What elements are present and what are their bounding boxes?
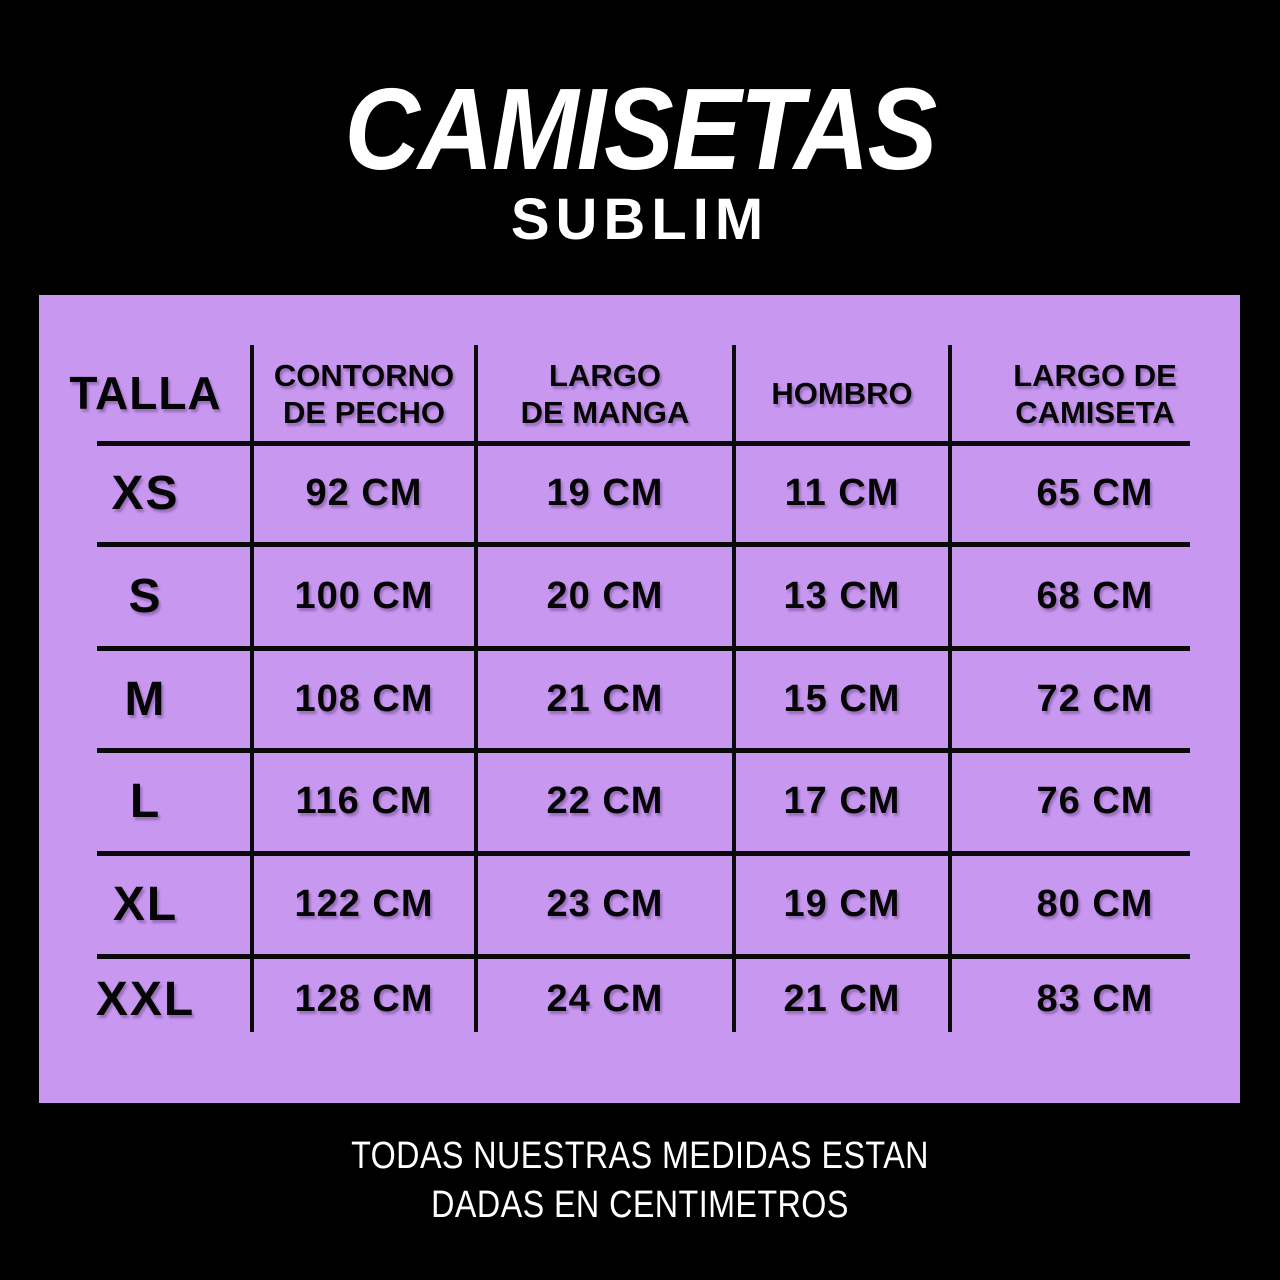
measurement-value: 22 CM [546,780,664,822]
measurement-value: 24 CM [546,977,664,1020]
product-subtitle: SUBLIM [510,187,770,252]
size-label: XS [111,467,180,520]
column-header-largo-de-manga: LARGO DE MANGA [476,295,734,443]
table-horizontal-line [97,542,1190,547]
size-table: TALLA CONTORNO DE PECHO LARGO DE MANGA H… [39,295,1240,1042]
table-vertical-line [948,345,952,1032]
measurement-value: 68 CM [1036,574,1154,617]
measurement-value: 80 CM [1036,883,1154,925]
table-horizontal-line [97,441,1190,446]
size-label: M [124,672,167,726]
note-line-2: DADAS EN CENTIMETROS [431,1183,849,1226]
column-header-contorno-de-pecho: CONTORNO DE PECHO [252,295,476,443]
table-horizontal-line [97,646,1190,651]
table-vertical-line [732,345,736,1032]
product-title: CAMISETAS [344,64,938,194]
column-header-largo-de-camiseta: LARGO DE CAMISETA [950,295,1240,443]
header-line: DE MANGA [520,395,690,430]
size-label: L [129,775,162,828]
measurement-value: 21 CM [783,977,901,1020]
measurement-value: 15 CM [783,677,901,720]
column-header-hombro: HOMBRO [734,295,950,443]
measurement-value: 122 CM [294,883,434,925]
measurement-value: 72 CM [1036,677,1154,720]
measurement-value: 116 CM [295,780,433,822]
note-line-1: TODAS NUESTRAS MEDIDAS ESTAN [351,1135,929,1177]
measurement-value: 76 CM [1036,780,1154,822]
measurement-value: 128 CM [294,977,434,1020]
measurement-value: 65 CM [1036,472,1154,514]
measurement-value: 108 CM [294,677,434,720]
size-label: XL [112,878,179,931]
size-chart-panel: TALLA CONTORNO DE PECHO LARGO DE MANGA H… [39,295,1240,1103]
table-horizontal-line [97,748,1190,753]
table-vertical-line [474,345,478,1032]
measurement-value: 19 CM [783,883,901,925]
measurement-value: 20 CM [546,574,664,617]
measurement-value: 100 CM [294,574,434,617]
measurement-value: 92 CM [305,472,423,514]
header-line: DE PECHO [283,395,445,430]
size-label: XXL [95,972,196,1026]
table-vertical-line [250,345,254,1032]
measurement-value: 17 CM [783,780,901,822]
measurement-value: 23 CM [546,883,664,925]
table-horizontal-line [97,954,1190,959]
table-horizontal-line [97,851,1190,856]
header-line: LARGO [549,357,661,393]
header-line: HOMBRO [771,376,913,412]
header-line: CAMISETA [1015,395,1175,430]
measurement-value: 11 CM [784,472,900,514]
size-label: S [128,569,163,623]
measurement-value: 19 CM [546,472,664,514]
measurement-value: 13 CM [783,574,901,617]
measurement-value: 83 CM [1036,977,1154,1020]
header-line: TALLA [69,367,222,420]
measurement-units-note: TODAS NUESTRAS MEDIDAS ESTAN DADAS EN CE… [96,1132,1184,1229]
header-line: LARGO DE [1013,357,1177,393]
measurement-value: 21 CM [546,677,664,720]
column-header-talla: TALLA [39,295,252,443]
header-line: CONTORNO [273,357,455,393]
